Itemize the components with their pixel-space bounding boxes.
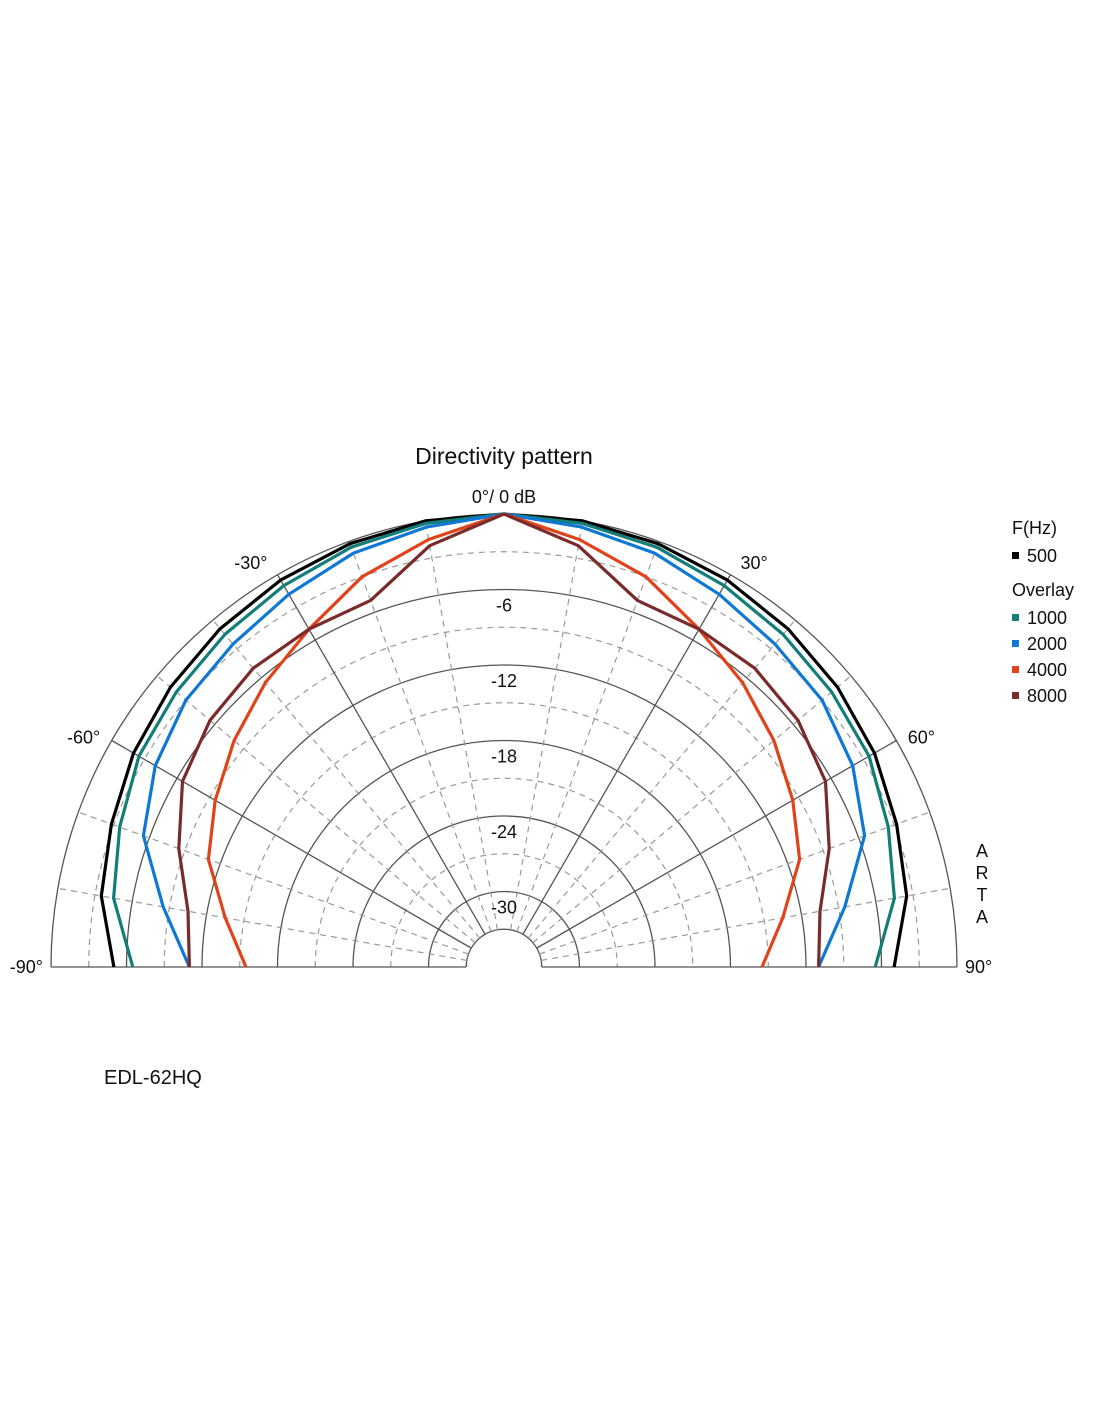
angle-label: 60°	[908, 728, 935, 748]
legend-label-1000: 1000	[1027, 608, 1067, 628]
major-ring	[276, 739, 732, 968]
minor-spoke	[57, 887, 467, 962]
legend-swatch-4000	[1012, 666, 1019, 673]
chart-title: Directivity pattern	[415, 443, 593, 469]
minor-spoke	[541, 887, 951, 962]
legend-label-500: 500	[1027, 546, 1057, 566]
major-ring	[201, 664, 807, 968]
minor-spoke	[509, 520, 584, 930]
major-spoke	[536, 739, 897, 949]
angle-label: -30°	[234, 553, 267, 573]
model-name: EDL-62HQ	[104, 1067, 202, 1089]
major-spoke	[276, 574, 486, 935]
top-label: 0°/ 0 dB	[472, 487, 536, 507]
legend-header: F(Hz)	[1012, 518, 1057, 538]
minor-spoke	[212, 619, 481, 939]
angle-label: -90°	[10, 957, 43, 977]
minor-spoke	[424, 520, 499, 930]
inner-ring	[465, 928, 543, 968]
major-spoke	[111, 739, 472, 949]
legend-swatch-500	[1012, 552, 1019, 559]
watermark-letter: A	[976, 841, 988, 861]
minor-ring	[390, 853, 618, 968]
watermark-letter: T	[977, 885, 988, 905]
legend-label-8000: 8000	[1027, 686, 1067, 706]
series-line-8000	[177, 512, 831, 968]
minor-ring	[88, 551, 920, 968]
radial-tick-label: -30	[491, 898, 517, 918]
legend-label-2000: 2000	[1027, 634, 1067, 654]
minor-spoke	[516, 541, 660, 932]
watermark-letter: A	[976, 907, 988, 927]
legend-items: 500 1000 2000 4000 8000	[1012, 546, 1067, 706]
major-ring	[352, 815, 656, 968]
minor-ring	[314, 777, 694, 968]
minor-spoke	[532, 675, 852, 944]
minor-ring	[163, 626, 845, 968]
minor-spoke	[348, 541, 492, 932]
axis-labels: -6 -12 -18 -24 -30 -90° -60° -30° 30° 60° 90°	[10, 553, 992, 977]
radial-tick-label: -18	[491, 747, 517, 767]
major-ring	[125, 588, 883, 968]
radial-tick-label: -24	[491, 822, 517, 842]
angle-label: 90°	[965, 957, 992, 977]
legend-swatch-1000	[1012, 614, 1019, 621]
minor-spoke	[527, 619, 796, 939]
legend: F(Hz) Overlay 500 1000 2000 4000 8000	[1012, 518, 1074, 706]
legend-swatch-2000	[1012, 640, 1019, 647]
radial-tick-label: -6	[496, 596, 512, 616]
series-lines	[99, 512, 909, 968]
legend-label-4000: 4000	[1027, 660, 1067, 680]
angle-label: -60°	[67, 728, 100, 748]
legend-swatch-8000	[1012, 692, 1019, 699]
legend-overlay-header: Overlay	[1012, 580, 1074, 600]
minor-spoke	[156, 675, 476, 944]
watermark-letter: R	[976, 863, 989, 883]
major-spoke	[522, 574, 732, 935]
angle-label: 30°	[741, 553, 768, 573]
major-ring	[427, 890, 581, 968]
radial-tick-label: -12	[491, 671, 517, 691]
